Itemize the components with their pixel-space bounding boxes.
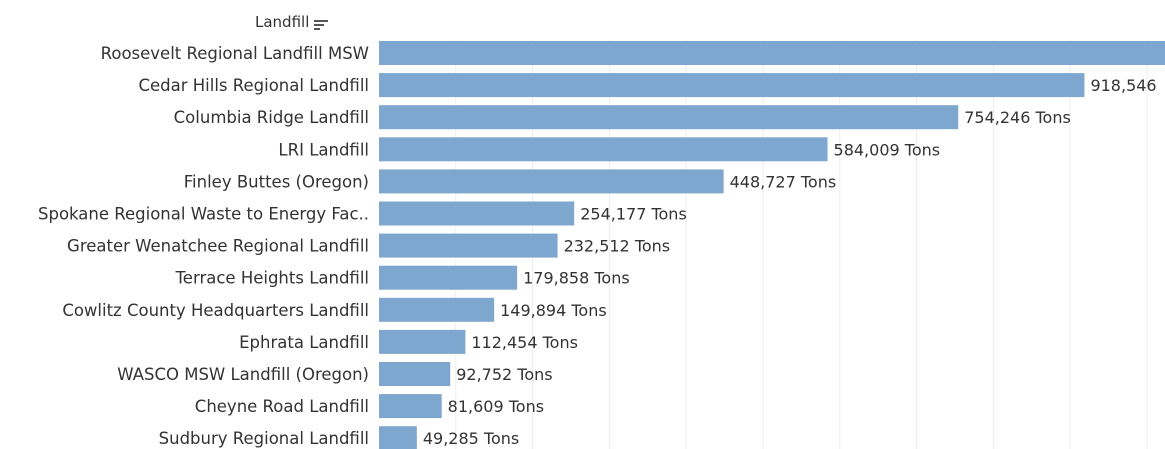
category-label: Spokane Regional Waste to Energy Fac.. (38, 205, 369, 224)
data-label: 81,609 Tons (448, 397, 544, 416)
data-label: 112,454 Tons (471, 333, 578, 352)
category-label: LRI Landfill (278, 140, 369, 159)
landfill-field-label: Landfill (255, 13, 310, 31)
bar[interactable] (379, 394, 442, 419)
data-label: 584,009 Tons (834, 140, 941, 159)
category-label: Cowlitz County Headquarters Landfill (62, 301, 369, 320)
data-label: 49,285 Tons (423, 429, 519, 448)
data-label: 232,512 Tons (564, 237, 671, 256)
category-label: Cedar Hills Regional Landfill (138, 76, 369, 95)
landfill-field-header[interactable]: Landfill (255, 12, 329, 32)
data-label: 448,727 Tons (730, 172, 837, 191)
bar[interactable] (379, 297, 495, 322)
bar[interactable] (379, 329, 466, 354)
category-label: Cheyne Road Landfill (195, 397, 369, 416)
bar[interactable] (379, 426, 417, 449)
category-label: Greater Wenatchee Regional Landfill (67, 237, 369, 256)
bar[interactable] (379, 105, 959, 130)
data-label: 918,546 (1090, 76, 1156, 95)
bar[interactable] (379, 362, 451, 386)
category-label: Finley Buttes (Oregon) (184, 172, 369, 191)
category-label: Columbia Ridge Landfill (174, 108, 369, 127)
bar[interactable] (379, 137, 828, 162)
sort-descending-icon[interactable] (314, 16, 329, 30)
category-label: WASCO MSW Landfill (Oregon) (117, 365, 369, 384)
data-label: 754,246 Tons (964, 108, 1071, 127)
category-label: Roosevelt Regional Landfill MSW (101, 44, 369, 63)
bar[interactable] (379, 169, 724, 194)
category-label: Sudbury Regional Landfill (159, 429, 369, 448)
bar[interactable] (379, 233, 558, 258)
category-label: Ephrata Landfill (239, 333, 369, 352)
category-label: Terrace Heights Landfill (175, 269, 369, 288)
bar[interactable] (379, 201, 575, 226)
bar[interactable] (379, 265, 518, 290)
data-label: 254,177 Tons (580, 205, 687, 224)
bar[interactable] (379, 41, 1165, 65)
data-label: 179,858 Tons (523, 269, 630, 288)
data-label: 92,752 Tons (456, 365, 552, 384)
bar[interactable] (379, 73, 1085, 98)
data-label: 149,894 Tons (500, 301, 607, 320)
